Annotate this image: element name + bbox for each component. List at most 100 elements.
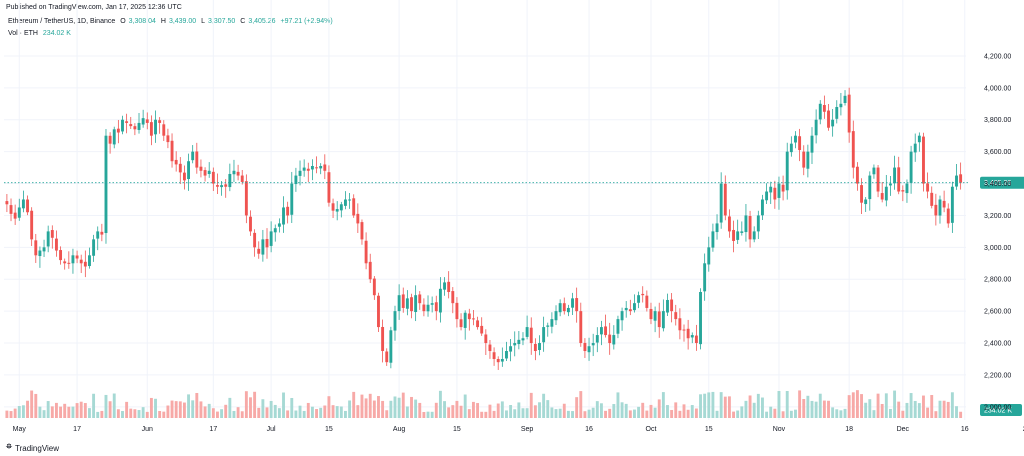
volume-bar: [377, 396, 380, 418]
candle-body: [240, 175, 244, 182]
candle-body: [13, 212, 17, 219]
candle-body: [884, 186, 888, 201]
candle-body: [397, 295, 401, 312]
candle-body: [765, 191, 769, 201]
y-axis: 2,000.00 2,200.00 2,400.00 2,600.00 2,800.00…: [984, 53, 1011, 411]
volume-bar: [154, 398, 157, 418]
candle-body: [633, 303, 636, 311]
candle-body: [451, 291, 455, 304]
x-tick-label: 15: [705, 426, 713, 433]
volume-bar: [459, 405, 463, 418]
volume-bar: [46, 401, 50, 418]
candle-body: [315, 167, 318, 169]
candle-body: [666, 299, 669, 313]
y-tick-label: 2,400.00: [984, 341, 1011, 348]
candle-body: [930, 192, 934, 206]
candle-body: [595, 335, 599, 343]
candle-body: [471, 318, 475, 320]
volume-bar: [653, 407, 657, 418]
candle-body: [703, 263, 707, 292]
candles: [5, 87, 963, 370]
candle-body: [104, 135, 108, 234]
candle-body: [430, 303, 434, 305]
candle-body: [558, 303, 562, 313]
candle-body: [116, 128, 120, 133]
volume-bar: [711, 391, 715, 418]
volume-bar: [670, 409, 674, 418]
candle-body: [327, 172, 331, 203]
candle-body: [711, 231, 715, 248]
volume-bar: [170, 400, 174, 418]
candle-body: [694, 335, 698, 344]
volume-bar: [335, 406, 339, 418]
volume-bar: [207, 403, 211, 418]
volume-bar: [42, 410, 46, 418]
candle-body: [814, 119, 818, 136]
candle-body: [546, 325, 550, 327]
candle-body: [88, 255, 91, 267]
volume-bar: [149, 397, 153, 418]
symbol-legend: Ethereum / TetherUS, 1D, Binance O 3,308.…: [8, 18, 336, 25]
volume-bar: [389, 400, 393, 418]
volume-bar: [360, 394, 364, 418]
candle-body: [323, 164, 327, 171]
candle-body: [946, 208, 950, 224]
candle-body: [207, 170, 211, 175]
volume-bar: [575, 397, 579, 418]
y-tick-label: 2,800.00: [984, 277, 1011, 284]
volume-bar: [917, 403, 921, 418]
candle-body: [224, 184, 228, 187]
candle-body: [261, 239, 265, 255]
volume-bar: [719, 392, 723, 418]
volume-bar: [550, 407, 554, 418]
volume-bar: [327, 396, 331, 418]
candle-body: [92, 239, 96, 256]
volume-bar: [732, 411, 735, 418]
volume-bar: [26, 400, 29, 418]
volume-bar: [339, 406, 343, 418]
candle-body: [282, 207, 285, 225]
last-volume-label: 234.02 K: [984, 408, 1012, 415]
volume-bar: [678, 410, 682, 418]
volume-bar: [509, 405, 513, 418]
candle-body: [917, 135, 921, 143]
volume-bar: [781, 411, 785, 418]
volume-value: 234.02 K: [42, 30, 71, 37]
volume-bar: [443, 401, 446, 418]
volume-bar: [108, 401, 112, 418]
candle-body: [187, 161, 191, 180]
volume-bar: [703, 393, 707, 418]
volume-bar: [538, 402, 541, 418]
candle-body: [244, 181, 248, 216]
volume-bar: [414, 399, 418, 418]
volume-bar: [294, 410, 298, 418]
candle-body: [310, 166, 314, 170]
candle-body: [942, 200, 946, 208]
y-tick-label: 2,600.00: [984, 309, 1011, 316]
candle-body: [463, 312, 467, 328]
volume-bar: [649, 404, 653, 418]
candle-body: [798, 136, 802, 151]
volume-bar: [191, 400, 195, 418]
volume-bar: [302, 410, 306, 418]
volume-bar: [121, 411, 124, 418]
candle-body: [438, 288, 442, 313]
candle-body: [372, 278, 376, 296]
candle-body: [125, 121, 129, 123]
volume-bar: [92, 393, 96, 418]
candle-body: [335, 209, 339, 212]
x-tick-label: Nov: [773, 426, 786, 433]
volume-bar: [637, 406, 641, 418]
volume-bar: [558, 408, 562, 418]
candle-body: [810, 135, 814, 153]
volume-bar: [847, 395, 851, 418]
candle-body: [599, 327, 603, 335]
volume-bar: [913, 400, 917, 418]
volume-bar: [455, 400, 459, 418]
volume-bar: [480, 411, 484, 418]
volume-bar: [492, 410, 496, 418]
volume-bar: [75, 403, 79, 418]
candle-body: [855, 166, 859, 184]
tradingview-brand[interactable]: ⯐ TradingView: [6, 441, 59, 455]
